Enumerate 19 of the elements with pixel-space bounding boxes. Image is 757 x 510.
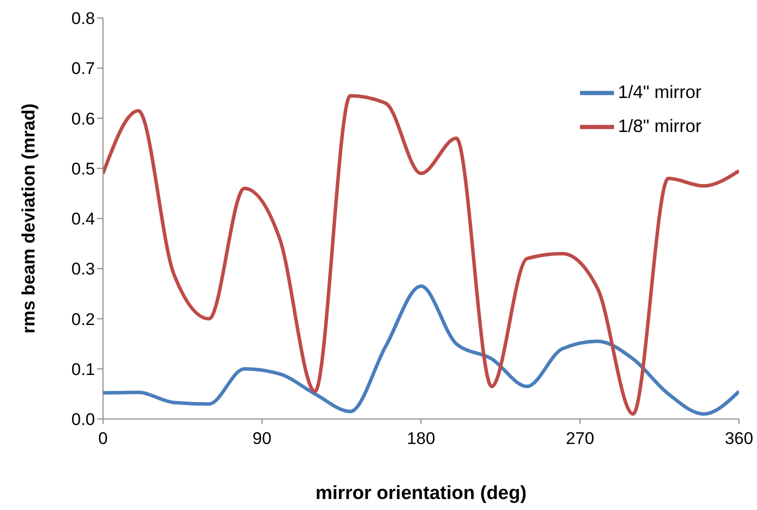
x-tick-label: 270 [566, 429, 594, 448]
y-tick-label: 0.7 [71, 59, 95, 78]
y-tick-label: 0.5 [71, 159, 95, 178]
y-tick-label: 0.1 [71, 360, 95, 379]
y-tick-label: 0.8 [71, 9, 95, 28]
legend-label: 1/8" mirror [618, 116, 702, 136]
y-axis-title: rms beam deviation (mrad) [18, 103, 38, 334]
y-tick-label: 0.3 [71, 260, 95, 279]
y-tick-label: 0.0 [71, 410, 95, 430]
line-series [103, 284, 739, 416]
y-tick-label: 0.4 [71, 210, 95, 229]
x-tick-label: 180 [406, 429, 436, 448]
x-tick-label: 0 [98, 429, 108, 448]
y-tick-label: 0.2 [71, 310, 95, 329]
legend-label: 1/4" mirror [618, 82, 702, 102]
x-tick-label: 90 [252, 429, 272, 448]
y-tick-label: 0.6 [71, 109, 95, 128]
x-tick-label: 360 [724, 429, 754, 448]
x-axis-title: mirror orientation (deg) [315, 483, 527, 504]
